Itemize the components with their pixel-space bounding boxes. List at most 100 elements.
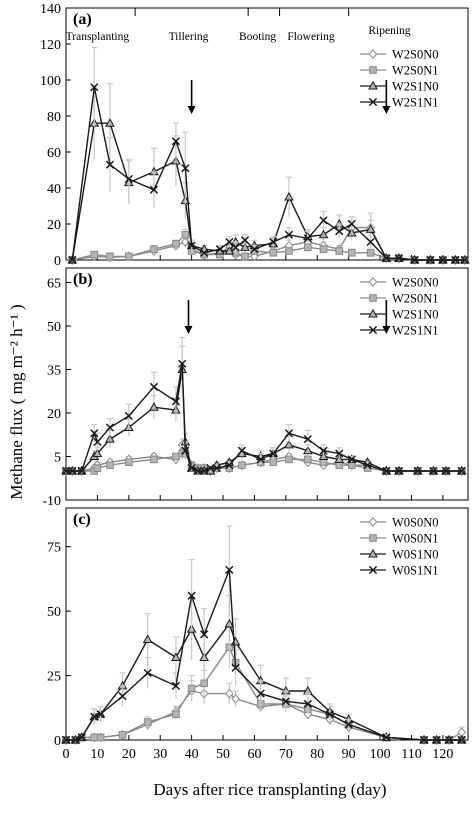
cross-marker <box>284 230 294 239</box>
y-tick-label: 0 <box>54 254 61 269</box>
series-W2S1N0 <box>61 345 467 475</box>
cross-marker <box>187 241 196 250</box>
cross-marker <box>240 236 250 245</box>
cross-marker <box>231 663 240 672</box>
cross-marker <box>215 245 225 254</box>
x-tick-label: 10 <box>90 747 104 762</box>
legend-label: W0S1N0 <box>392 548 439 562</box>
y-tick-label: 50 <box>47 320 61 335</box>
cross-marker <box>93 437 102 447</box>
legend-entry: W2S1N1 <box>360 96 439 110</box>
square-marker <box>96 733 105 742</box>
y-tick-label: 0 <box>54 734 61 749</box>
square-marker <box>241 252 249 261</box>
square-marker <box>181 231 190 239</box>
triangle-marker <box>92 448 103 458</box>
square-marker <box>319 245 328 253</box>
square-marker <box>200 679 208 688</box>
down-arrow <box>382 80 391 114</box>
legend-label: W0S0N1 <box>392 532 439 546</box>
triangle-marker <box>240 242 250 251</box>
cross-marker <box>368 565 378 575</box>
cross-marker <box>451 255 460 265</box>
legend-label: W2S0N1 <box>392 64 439 78</box>
square-marker <box>335 247 344 255</box>
plot-frame <box>65 507 469 741</box>
square-marker <box>106 252 114 261</box>
series-line <box>71 87 465 261</box>
legend-entry: W2S0N0 <box>360 48 439 62</box>
cross-marker <box>269 449 278 458</box>
plot-frame <box>65 7 469 261</box>
diamond-marker <box>368 277 378 287</box>
legend-entry: W2S1N0 <box>360 308 439 322</box>
cross-marker <box>256 455 265 464</box>
cross-marker <box>77 733 86 742</box>
triangle-marker <box>365 224 376 233</box>
cross-marker <box>303 234 312 243</box>
cross-marker <box>432 735 441 745</box>
cross-marker <box>335 449 344 458</box>
legend-entry: W2S1N1 <box>360 324 439 338</box>
triangle-marker <box>318 229 329 239</box>
cross-marker <box>187 463 196 473</box>
series-line <box>71 122 465 261</box>
series-W0S1N0 <box>61 595 467 744</box>
stage-label: Tillering <box>169 31 209 43</box>
cross-marker <box>124 411 133 421</box>
cross-marker <box>171 681 181 690</box>
y-tick-label: 120 <box>40 38 61 53</box>
plot-frame <box>65 267 469 501</box>
square-marker <box>150 455 158 464</box>
stage-label: Transplanting <box>66 31 130 43</box>
y-tick-label: -10 <box>42 494 61 509</box>
cross-marker <box>90 712 99 721</box>
x-tick-label: 40 <box>185 747 199 762</box>
panel-b: -10 5 20 35 50 65 (b) W2S0N0 W2S0N1 W2S1N0 W2S1N1 <box>42 267 469 509</box>
y-tick-label: 20 <box>47 407 61 422</box>
x-tick-label: 120 <box>432 747 453 762</box>
triangle-marker <box>105 118 115 127</box>
triangle-marker <box>149 402 159 411</box>
x-tick-label: 20 <box>122 747 136 762</box>
series-W2S1N1 <box>68 46 469 265</box>
cross-marker <box>419 735 429 745</box>
cross-marker <box>429 466 438 476</box>
x-tick-label: 60 <box>247 747 261 762</box>
series-W2S0N1 <box>68 228 469 264</box>
series-W2S1N1 <box>61 337 466 476</box>
square-marker <box>125 252 133 261</box>
cross-marker <box>105 423 115 432</box>
cross-marker <box>68 466 77 476</box>
down-arrow <box>382 300 391 334</box>
x-tick-label: 0 <box>63 747 70 762</box>
series-W0S1N1 <box>61 525 466 745</box>
cross-marker <box>281 697 290 706</box>
y-tick-label: 75 <box>47 541 61 556</box>
legend-label: W0S0N0 <box>392 516 439 530</box>
y-tick-label: 20 <box>47 218 61 233</box>
cross-marker <box>457 735 466 745</box>
cross-marker <box>325 710 334 719</box>
stage-label: Booting <box>239 31 276 43</box>
square-marker <box>304 455 312 464</box>
square-marker <box>238 461 246 469</box>
cross-marker <box>124 174 133 184</box>
cross-marker <box>457 466 466 476</box>
cross-marker <box>200 630 209 639</box>
triangle-marker <box>346 227 357 237</box>
panel-label: (c) <box>73 511 91 528</box>
y-tick-label: 140 <box>40 2 61 17</box>
cross-marker <box>90 429 99 438</box>
cross-marker <box>225 565 234 574</box>
triangle-marker <box>368 80 378 90</box>
cross-marker <box>363 461 372 470</box>
cross-marker <box>171 137 181 146</box>
legend-label: W2S1N0 <box>392 308 439 322</box>
cross-marker <box>394 254 404 263</box>
triangle-marker <box>368 308 378 318</box>
square-marker <box>369 66 377 74</box>
legend-label: W2S1N0 <box>392 80 439 94</box>
cross-marker <box>319 216 328 225</box>
